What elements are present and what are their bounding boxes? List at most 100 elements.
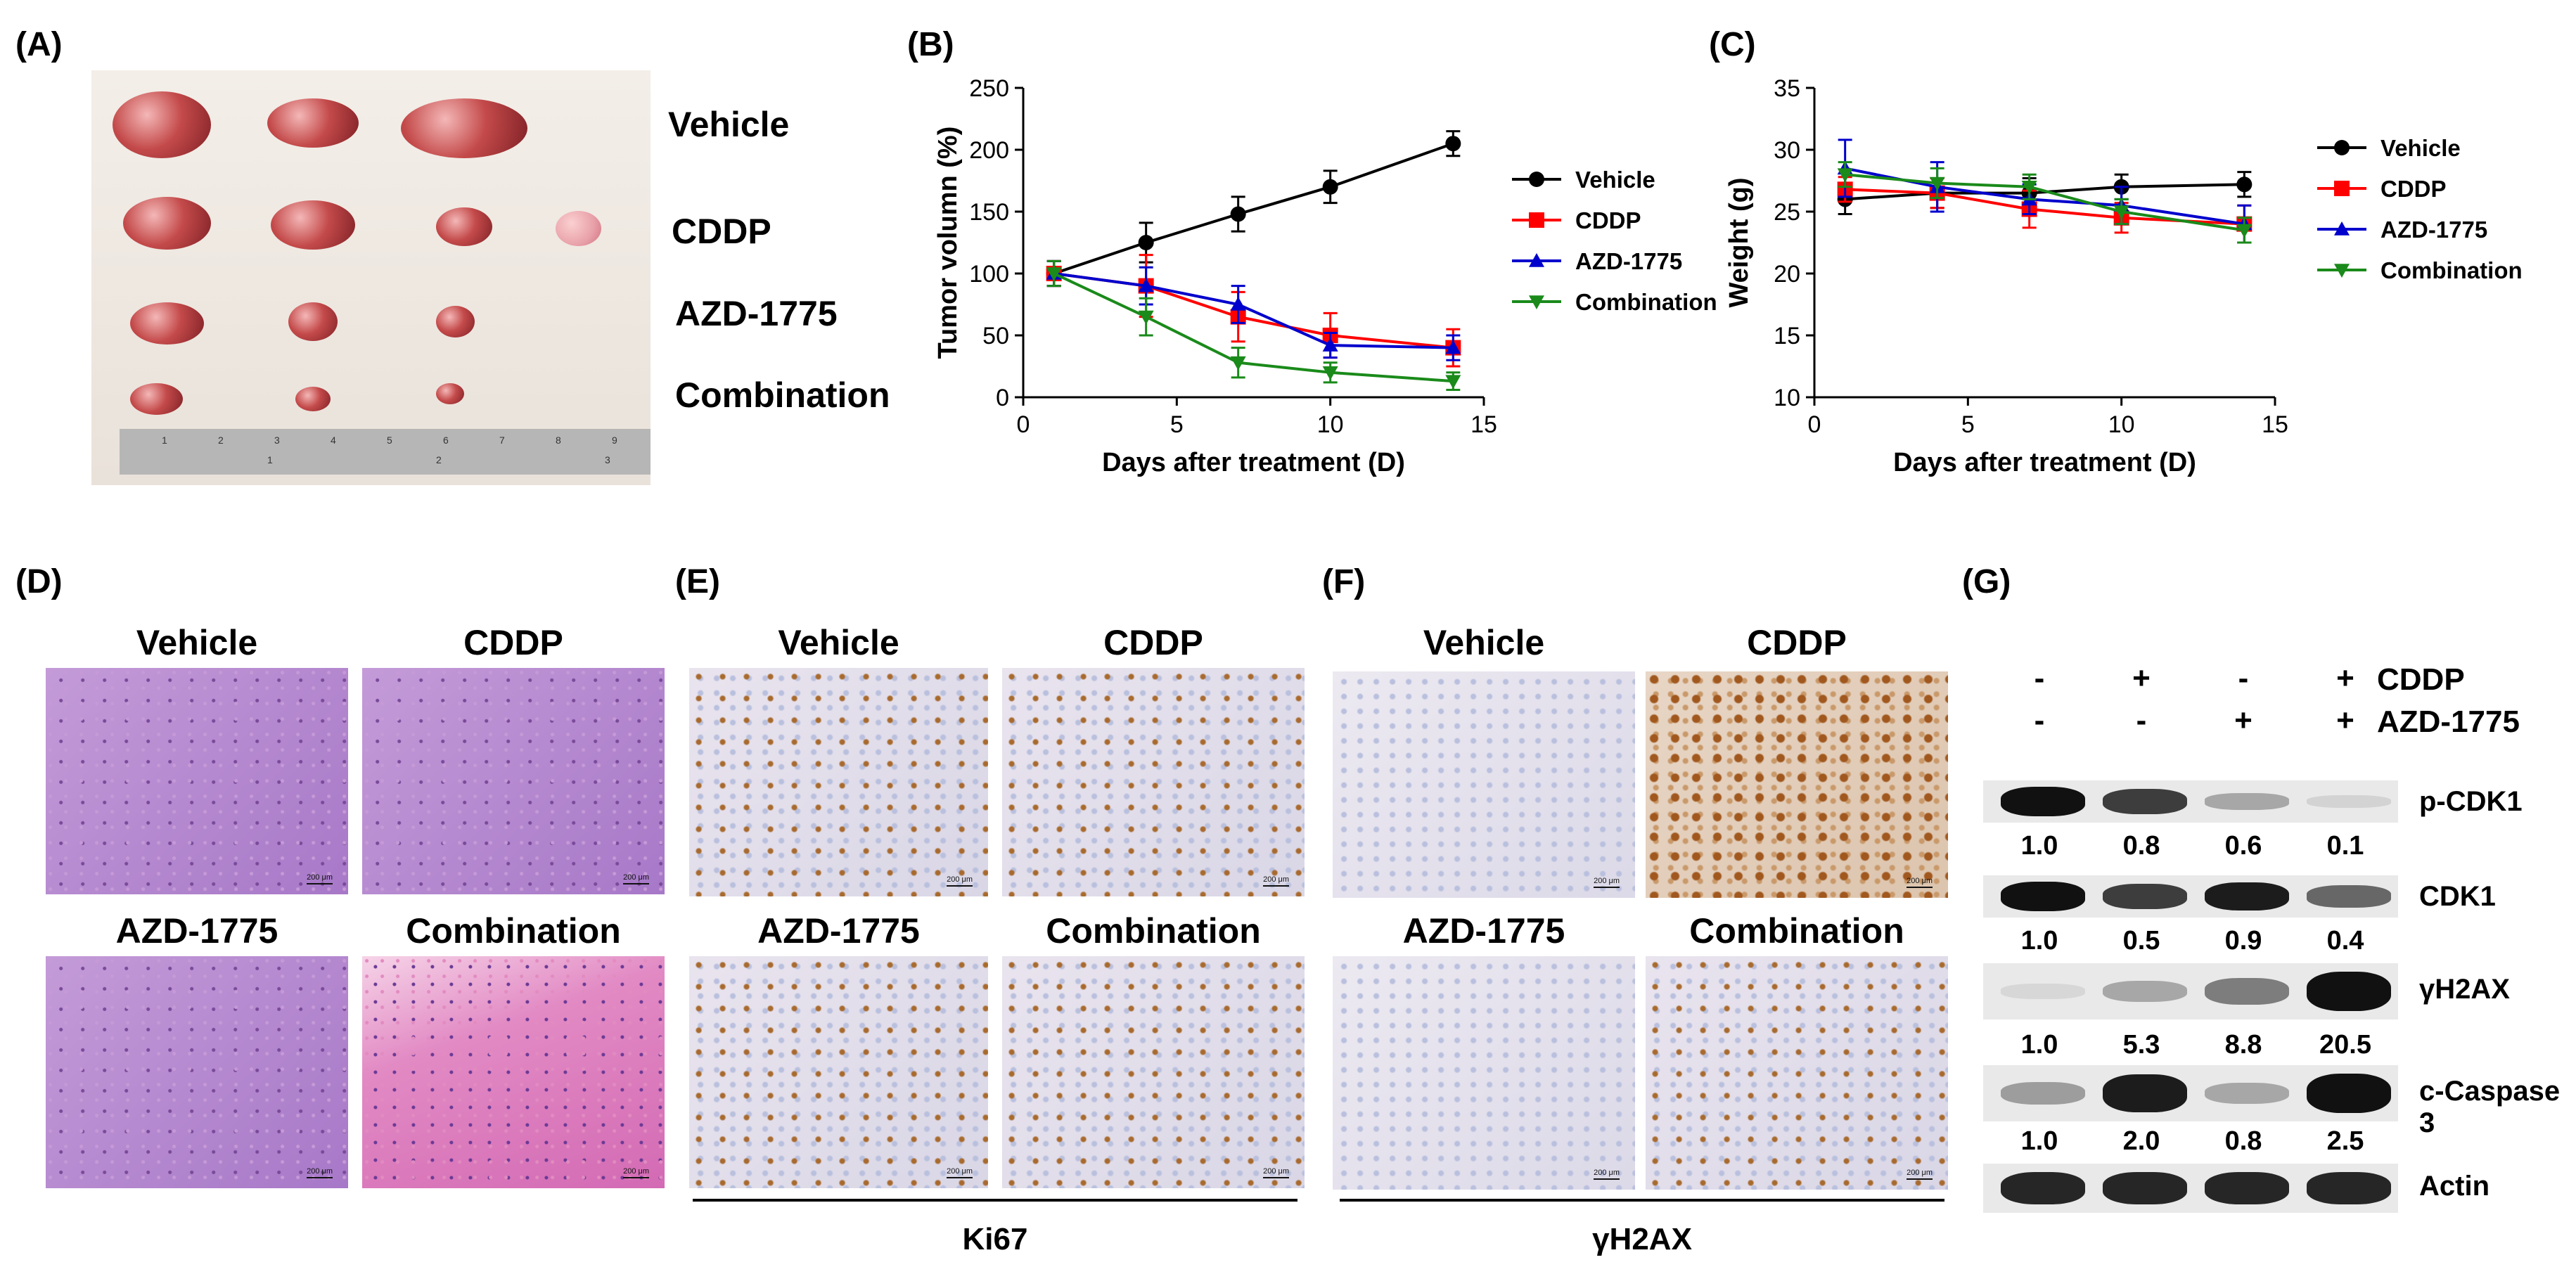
sign: + <box>2336 661 2354 695</box>
blot-value: 20.5 <box>2319 1030 2371 1060</box>
he-image-azd: 200 μm <box>46 956 348 1188</box>
tumor <box>267 98 359 148</box>
data-point <box>1230 356 1246 371</box>
tumor <box>556 211 601 246</box>
e-title-combination: Combination <box>1046 911 1261 951</box>
data-point <box>1837 168 1853 183</box>
row-label-azd: AZD-1775 <box>675 294 838 333</box>
data-point <box>1445 340 1461 354</box>
legend-marker <box>1529 295 1544 309</box>
blot-band <box>2103 1074 2187 1113</box>
legend-marker <box>1529 172 1544 187</box>
legend-marker <box>2334 140 2350 155</box>
legend-marker <box>2334 181 2350 196</box>
ruler-mark: 2 <box>218 435 224 446</box>
f-title-azd: AZD-1775 <box>1402 911 1565 951</box>
blot-band <box>2103 788 2187 815</box>
ki67-image-combination: 200 μm <box>1002 956 1305 1188</box>
panel-label-d: (D) <box>15 563 63 600</box>
data-point <box>2236 224 2253 238</box>
he-image-combination: 200 μm <box>362 956 665 1188</box>
blot-band <box>2001 1172 2085 1204</box>
blot-label-caspase3: c-Caspase 3 <box>2419 1076 2561 1138</box>
tumor <box>271 200 355 250</box>
blot-band <box>2307 885 2391 908</box>
blot-band <box>2001 984 2085 999</box>
data-point <box>1138 235 1154 250</box>
legend-marker <box>2334 221 2350 236</box>
legend-label: AZD-1775 <box>1575 248 1682 274</box>
ruler-mark: 2 <box>436 454 442 465</box>
blot-row-caspase3 <box>1983 1065 2398 1121</box>
x-tick-label: 10 <box>2108 411 2135 438</box>
panel-label-a: (A) <box>15 26 63 63</box>
data-point <box>1929 176 1945 191</box>
blot-value: 0.5 <box>2122 926 2160 956</box>
treatment-label-cddp: CDDP <box>2377 662 2465 697</box>
y-axis-label: Tumor volumn (%) <box>933 127 963 359</box>
panel-label-b: (B) <box>907 26 954 63</box>
blot-label-h2ax: γH2AX <box>2419 974 2510 1005</box>
blot-value: 1.0 <box>2020 1126 2058 1156</box>
h2ax-image-combination: 200 μm <box>1646 956 1948 1190</box>
series-line <box>1053 272 1454 383</box>
blot-value: 5.3 <box>2122 1030 2160 1060</box>
scale-bar: 200 μm <box>307 873 333 884</box>
tumor-photo: 1 2 3 4 5 6 7 8 9 1 2 3 <box>91 70 651 485</box>
y-tick-label: 20 <box>1774 261 1800 288</box>
f-title-vehicle: Vehicle <box>1423 623 1545 662</box>
sign: - <box>2034 661 2045 695</box>
y-tick-label: 200 <box>969 137 1009 164</box>
sign: - <box>2136 703 2147 738</box>
blot-band <box>2205 978 2289 1005</box>
x-tick-label: 5 <box>1961 411 1975 438</box>
blot-value: 8.8 <box>2224 1030 2262 1060</box>
blot-value: 0.8 <box>2224 1126 2262 1156</box>
scale-bar: 200 μm <box>947 875 973 887</box>
western-blot-panel: - + - + CDDP - - + + AZD-1775 p-CDK1 1.0… <box>1969 647 2574 1266</box>
x-axis-label: Days after treatment (D) <box>1893 448 2196 477</box>
x-tick-label: 15 <box>2262 411 2288 438</box>
ruler-mark: 1 <box>267 454 273 465</box>
series-azd-1775 <box>1046 259 1461 361</box>
tumor <box>436 383 464 404</box>
ki67-image-azd: 200 μm <box>689 956 988 1188</box>
data-point <box>1445 136 1461 152</box>
scale-bar: 200 μm <box>1263 1167 1289 1178</box>
treatment-label-azd: AZD-1775 <box>2377 704 2520 739</box>
legend-marker <box>1529 212 1544 228</box>
blot-value: 1.0 <box>2020 831 2058 861</box>
row-label-vehicle: Vehicle <box>668 105 790 144</box>
legend-item: AZD-1775 <box>1512 248 1682 274</box>
ki67-image-cddp: 200 μm <box>1002 668 1305 896</box>
sign: + <box>2336 703 2354 738</box>
h2ax-image-vehicle: 200 μm <box>1333 671 1635 898</box>
tumor <box>130 383 183 415</box>
blot-value: 0.8 <box>2122 831 2160 861</box>
x-tick-label: 0 <box>1017 411 1030 438</box>
x-tick-label: 15 <box>1470 411 1497 438</box>
legend-item: Combination <box>2317 257 2523 283</box>
x-tick-label: 0 <box>1808 411 1821 438</box>
legend-label: CDDP <box>2380 176 2447 202</box>
sign: - <box>2238 661 2249 695</box>
data-point <box>1322 179 1338 195</box>
scale-bar: 200 μm <box>1907 1169 1933 1180</box>
tumor <box>288 302 338 341</box>
h2ax-caption: γH2AX <box>1592 1222 1692 1256</box>
ruler-mark: 3 <box>274 435 280 446</box>
legend-item: AZD-1775 <box>2317 217 2487 243</box>
blot-band <box>2001 882 2085 911</box>
y-tick-label: 10 <box>1774 385 1800 411</box>
legend-item: Vehicle <box>1512 167 1655 193</box>
h2ax-image-azd: 200 μm <box>1333 956 1635 1190</box>
series-line <box>1845 173 2245 232</box>
data-point <box>1230 206 1246 222</box>
series-line <box>1053 142 1454 275</box>
data-point <box>1138 310 1154 325</box>
legend-marker <box>2334 264 2350 278</box>
x-tick-label: 10 <box>1317 411 1344 438</box>
blot-band <box>2307 795 2391 808</box>
y-tick-label: 35 <box>1774 75 1800 102</box>
